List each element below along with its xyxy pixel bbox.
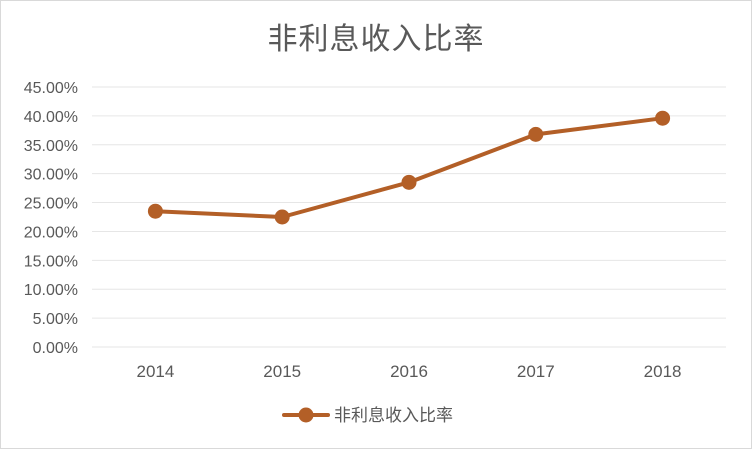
data-point	[655, 110, 671, 126]
series-group	[147, 110, 671, 225]
x-tick-label: 2016	[390, 362, 428, 381]
y-tick-label: 45.00%	[24, 80, 78, 97]
y-tick-label: 0.00%	[33, 340, 78, 357]
x-tick-label: 2014	[136, 362, 174, 381]
y-tick-label: 10.00%	[24, 282, 78, 299]
y-tick-label: 15.00%	[24, 253, 78, 270]
x-tick-label: 2015	[263, 362, 301, 381]
data-point	[401, 174, 417, 190]
y-axis-ticks: 0.00% 5.00% 10.00% 15.00% 20.00% 25.00% 30.00%…	[24, 80, 78, 357]
legend-marker-swatch	[298, 407, 314, 423]
y-tick-label: 25.00%	[24, 196, 78, 213]
x-tick-label: 2017	[517, 362, 555, 381]
data-point	[274, 209, 290, 225]
x-tick-label: 2018	[644, 362, 682, 381]
x-axis-ticks: 2014 2015 2016 2017 2018	[136, 362, 681, 381]
legend: 非利息收入比率	[282, 406, 453, 426]
data-point	[528, 126, 544, 142]
y-tick-label: 40.00%	[24, 109, 78, 126]
gridlines	[92, 86, 726, 348]
chart-title: 非利息收入比率	[267, 22, 485, 57]
data-point	[147, 203, 163, 219]
y-tick-label: 20.00%	[24, 224, 78, 241]
y-tick-label: 5.00%	[33, 311, 78, 328]
legend-label: 非利息收入比率	[334, 406, 453, 426]
y-tick-label: 35.00%	[24, 138, 78, 155]
y-tick-label: 30.00%	[24, 167, 78, 184]
